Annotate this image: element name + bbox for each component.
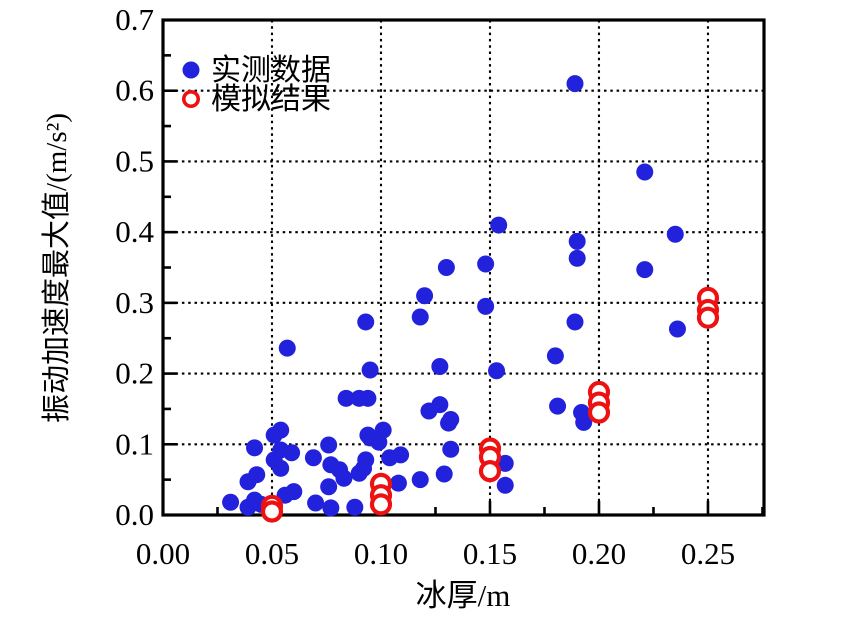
data-point-measured — [435, 465, 453, 483]
data-point-measured — [566, 313, 584, 331]
data-point-measured — [411, 471, 429, 489]
y-tick-label: 0.7 — [115, 2, 154, 37]
data-point-measured — [668, 320, 686, 338]
data-point-measured — [477, 255, 495, 273]
data-point-measured — [496, 476, 514, 494]
data-point-measured — [568, 232, 586, 250]
x-tick-label: 0.00 — [136, 536, 190, 571]
data-point-measured — [346, 498, 364, 516]
y-tick-label: 0.6 — [115, 73, 154, 108]
data-point-measured — [361, 361, 379, 379]
x-tick-label: 0.05 — [245, 536, 299, 571]
x-tick-label: 0.20 — [572, 536, 626, 571]
data-point-measured — [442, 411, 460, 429]
data-point-simulated — [696, 306, 720, 329]
y-tick-label: 0.0 — [115, 497, 154, 532]
legend-label-measured: 实测数据 — [211, 54, 331, 87]
data-point-measured — [490, 216, 508, 234]
legend-marker-measured-icon — [182, 61, 200, 79]
data-point-measured — [437, 259, 455, 276]
data-point-measured — [416, 287, 434, 305]
data-point-measured — [431, 358, 449, 375]
data-point-measured — [442, 440, 460, 458]
data-point-measured — [278, 339, 296, 357]
data-point-measured — [666, 225, 684, 243]
data-point-measured — [322, 499, 340, 517]
y-tick-label: 0.1 — [115, 426, 154, 461]
data-point-measured — [488, 362, 506, 380]
data-point-measured — [568, 249, 586, 267]
data-point-measured — [285, 483, 303, 501]
data-point-measured — [636, 163, 654, 181]
data-point-measured — [575, 413, 593, 431]
data-point-simulated — [260, 500, 284, 523]
data-point-measured — [357, 451, 375, 469]
data-point-measured — [335, 469, 353, 487]
data-point-measured — [477, 297, 495, 315]
data-point-measured — [272, 459, 290, 477]
legend: 实测数据 模拟结果 — [182, 54, 331, 116]
data-point-measured — [248, 466, 266, 484]
y-tick-label: 0.3 — [115, 285, 154, 320]
tick-labels: 0.00 0.05 0.10 0.15 0.20 0.25 0.0 0.1 0.2 0.3 0.4 0… — [115, 2, 735, 571]
y-tick-label: 0.4 — [115, 214, 154, 249]
data-point-measured — [304, 449, 322, 467]
data-point-measured — [566, 75, 584, 93]
data-point-simulated — [587, 401, 611, 424]
data-point-measured — [320, 436, 338, 454]
data-point-measured — [283, 444, 301, 462]
legend-label-simulated: 模拟结果 — [211, 83, 331, 116]
x-tick-label: 0.15 — [463, 536, 517, 571]
data-point-measured — [431, 396, 449, 414]
data-point-measured — [320, 478, 338, 496]
data-point-measured — [246, 439, 264, 457]
y-tick-label: 0.5 — [115, 143, 154, 178]
data-point-measured — [392, 446, 410, 464]
y-tick-label: 0.2 — [115, 356, 154, 391]
data-point-measured — [374, 421, 392, 439]
data-point-measured — [307, 494, 325, 512]
data-point-measured — [272, 421, 290, 439]
data-point-measured — [411, 308, 429, 326]
data-point-simulated — [478, 460, 502, 483]
y-axis-label: 振动加速度最大值/(m/s²) — [40, 113, 73, 423]
data-point-measured — [496, 454, 514, 472]
data-point-measured — [357, 313, 375, 331]
data-point-measured — [389, 474, 407, 492]
x-tick-label: 0.25 — [681, 536, 735, 571]
data-point-measured — [359, 389, 377, 407]
legend-marker-simulated-icon — [182, 90, 201, 109]
data-point-measured — [549, 397, 567, 415]
data-point-simulated — [369, 493, 393, 516]
data-points — [222, 75, 720, 523]
x-axis-label: 冰厚/m — [416, 578, 511, 613]
data-point-measured — [337, 389, 355, 407]
data-point-measured — [546, 347, 564, 365]
data-point-measured — [222, 493, 240, 511]
x-tick-label: 0.10 — [354, 536, 408, 571]
data-point-measured — [636, 261, 654, 279]
